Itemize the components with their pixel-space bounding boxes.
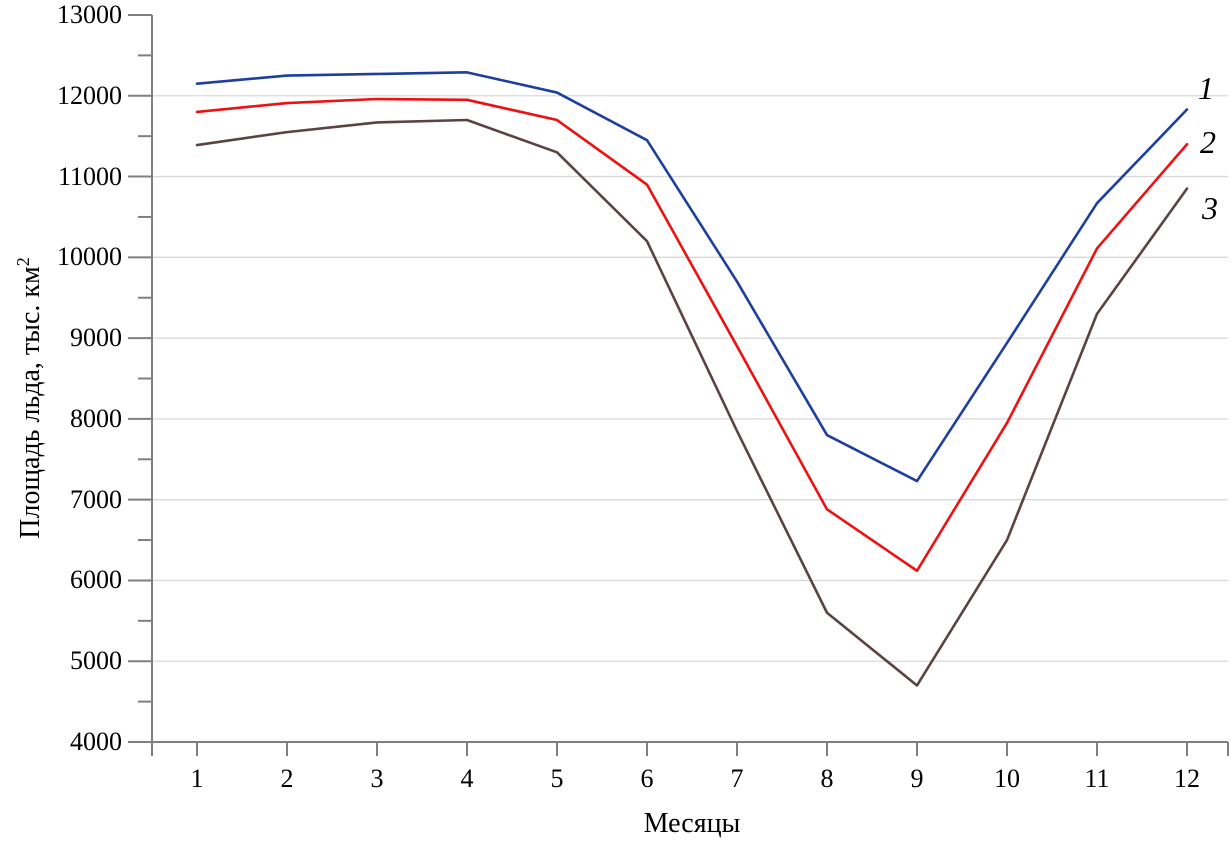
series-label-1: 1 xyxy=(1198,70,1214,106)
y-tick-label-12000: 12000 xyxy=(57,80,122,110)
series-label-2: 2 xyxy=(1200,124,1216,160)
y-tick-label-7000: 7000 xyxy=(70,484,122,514)
x-axis-title: Месяцы xyxy=(643,808,741,839)
x-tick-label-2: 2 xyxy=(280,764,294,793)
x-tick-label-6: 6 xyxy=(640,764,654,793)
y-axis-title-superscript: 2 xyxy=(12,257,33,267)
x-tick-label-1: 1 xyxy=(190,764,204,793)
y-axis-title: Площадь льда, тыс. км2 xyxy=(13,257,47,538)
y-tick-label-10000: 10000 xyxy=(57,242,122,272)
x-tick-label-11: 11 xyxy=(1084,764,1110,793)
y-tick-label-11000: 11000 xyxy=(57,161,122,191)
x-tick-label-5: 5 xyxy=(550,764,564,793)
series-line-2 xyxy=(195,97,1189,573)
x-tick-label-3: 3 xyxy=(370,764,384,793)
y-tick-label-4000: 4000 xyxy=(70,727,122,756)
x-tick-label-7: 7 xyxy=(730,764,744,793)
series-line-1 xyxy=(195,71,1189,483)
x-tick-label-12: 12 xyxy=(1174,764,1200,793)
x-tick-label-4: 4 xyxy=(460,764,474,793)
series-label-3: 3 xyxy=(1202,190,1218,226)
y-tick-label-9000: 9000 xyxy=(70,323,122,353)
x-tick-label-9: 9 xyxy=(910,764,924,793)
y-tick-label-5000: 5000 xyxy=(70,646,122,676)
y-tick-label-8000: 8000 xyxy=(70,403,122,433)
y-tick-label-13000: 13000 xyxy=(57,0,122,29)
x-tick-label-10: 10 xyxy=(994,764,1020,793)
y-axis-title-text: Площадь льда, тыс. км xyxy=(15,266,47,539)
x-tick-label-8: 8 xyxy=(820,764,834,793)
y-tick-label-6000: 6000 xyxy=(70,565,122,595)
series-line-3 xyxy=(195,118,1189,687)
